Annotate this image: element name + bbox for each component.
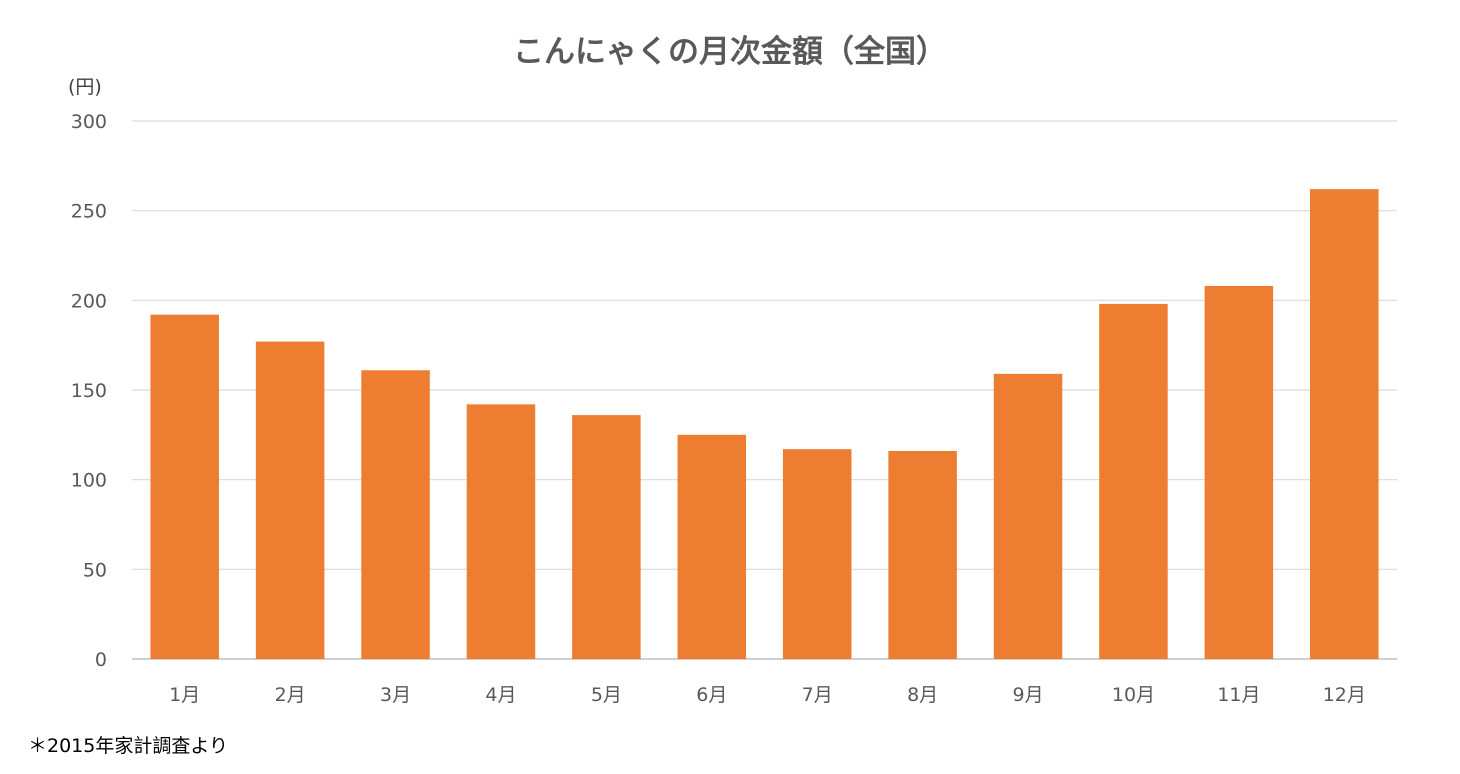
y-tick-label: 200 [71, 290, 107, 312]
x-tick-label: 4月 [485, 684, 516, 706]
bar-2 [255, 341, 325, 659]
y-tick-label: 50 [83, 559, 107, 581]
bar-9 [993, 373, 1063, 659]
x-tick-label: 3月 [380, 684, 411, 706]
x-tick-label: 10月 [1112, 684, 1155, 706]
y-tick-label: 100 [71, 470, 107, 492]
chart-title: こんにゃくの月次金額（全国） [513, 34, 947, 70]
bar-7 [782, 449, 852, 659]
bars [150, 189, 1379, 659]
bar-3 [361, 370, 430, 659]
y-tick-label: 0 [95, 649, 107, 671]
x-tick-label: 8月 [907, 684, 938, 706]
footnote: ＊2015年家計調査より [28, 735, 228, 757]
bar-4 [466, 404, 536, 659]
gridlines [132, 120, 1397, 660]
x-tick-label: 6月 [696, 684, 727, 706]
y-tick-label: 250 [71, 201, 107, 223]
x-tick-label: 7月 [802, 684, 833, 706]
bar-10 [1099, 303, 1168, 659]
bar-12 [1310, 189, 1379, 659]
x-axis-ticks: 1月 2月 3月 4月 5月 6月 7月 8月 9月 10月 11月 12月 [169, 684, 1366, 706]
x-tick-label: 5月 [591, 684, 622, 706]
bar-8 [888, 450, 957, 659]
bar-11 [1204, 285, 1274, 659]
y-axis-unit-label: (円) [68, 76, 102, 98]
x-tick-label: 12月 [1323, 684, 1366, 706]
bar-6 [677, 434, 747, 659]
x-tick-label: 2月 [275, 684, 306, 706]
y-tick-label: 150 [71, 380, 107, 402]
bar-5 [572, 415, 641, 659]
y-tick-label: 300 [71, 111, 107, 133]
x-tick-label: 11月 [1217, 684, 1260, 706]
x-tick-label: 9月 [1012, 684, 1043, 706]
y-axis-ticks: 0 50 100 150 200 250 300 [71, 111, 107, 671]
bar-1 [150, 314, 219, 659]
x-tick-label: 1月 [169, 684, 200, 706]
